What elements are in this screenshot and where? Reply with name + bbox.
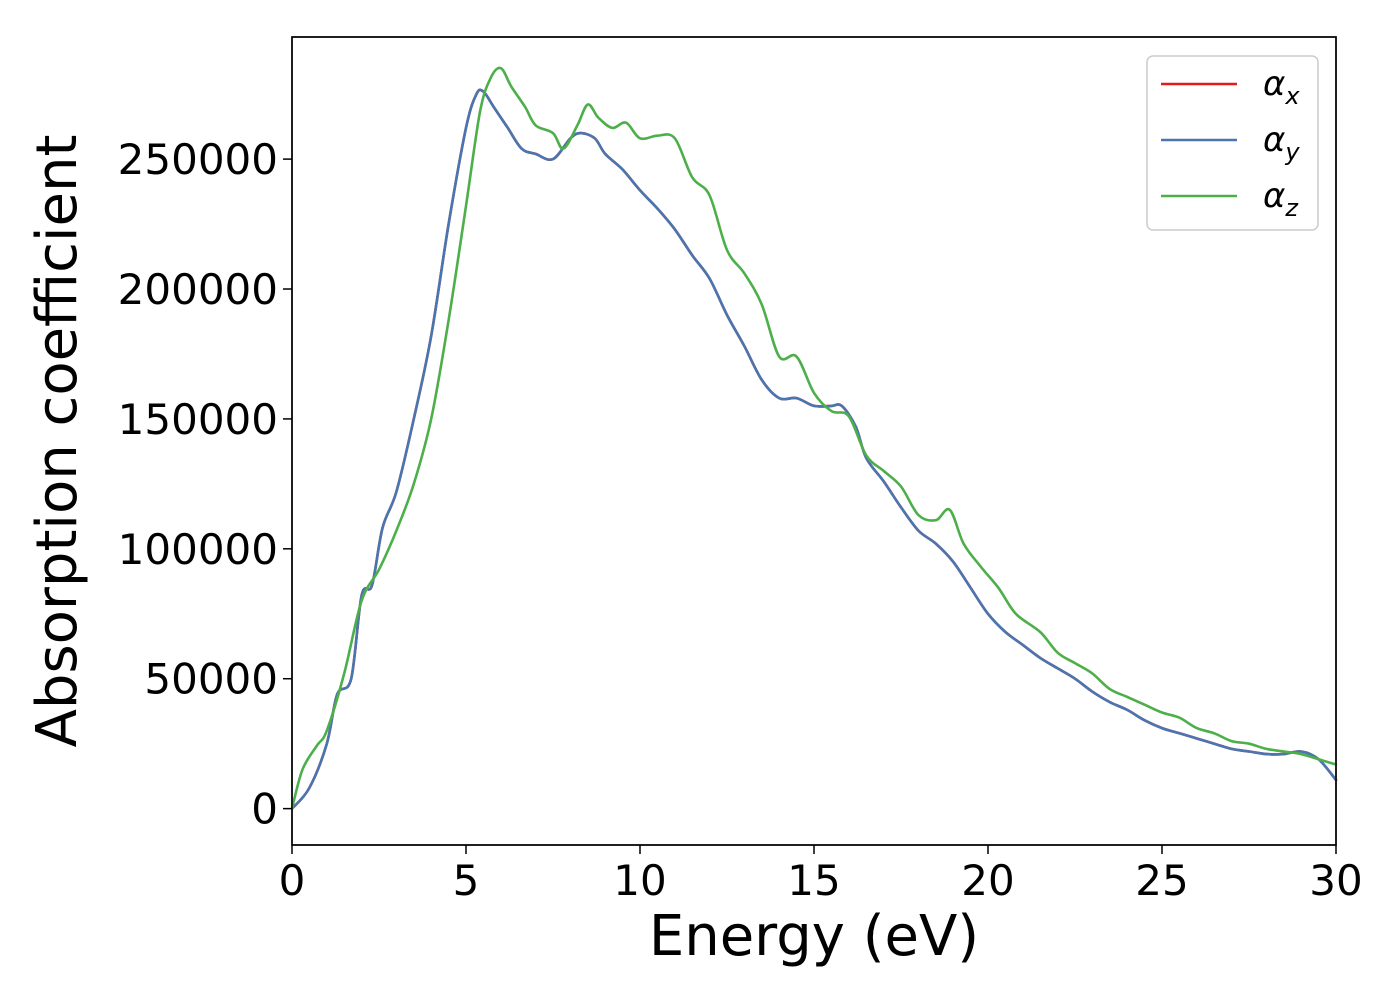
- x-tick-label: 10: [613, 856, 666, 905]
- y-tick-label: 100000: [118, 525, 278, 574]
- y-axis-ticks: 0 50000 100000 150000 200000 250000: [118, 135, 292, 834]
- x-axis-ticks: 0 5 10 15 20 25 30: [279, 845, 1363, 905]
- x-tick-label: 5: [453, 856, 480, 905]
- x-tick-label: 25: [1135, 856, 1188, 905]
- y-tick-label: 150000: [118, 395, 278, 444]
- x-tick-label: 0: [279, 856, 306, 905]
- y-tick-label: 50000: [144, 655, 278, 704]
- series-layer: [290, 66, 1338, 810]
- series-line-z: [290, 66, 1338, 810]
- legend-label-x: αx: [1263, 64, 1300, 110]
- plot-frame: [291, 36, 1337, 846]
- y-tick-label: 200000: [118, 265, 278, 314]
- y-axis-title: Absorption coefficient: [25, 135, 90, 748]
- x-tick-label: 15: [787, 856, 840, 905]
- legend-box: [1146, 55, 1319, 231]
- x-axis-title: Energy (eV): [649, 904, 979, 969]
- x-tick-label: 20: [961, 856, 1014, 905]
- series-line-y: [290, 88, 1338, 810]
- y-tick-label: 0: [251, 785, 278, 834]
- y-tick-label: 250000: [118, 135, 278, 184]
- x-tick-label: 30: [1309, 856, 1362, 905]
